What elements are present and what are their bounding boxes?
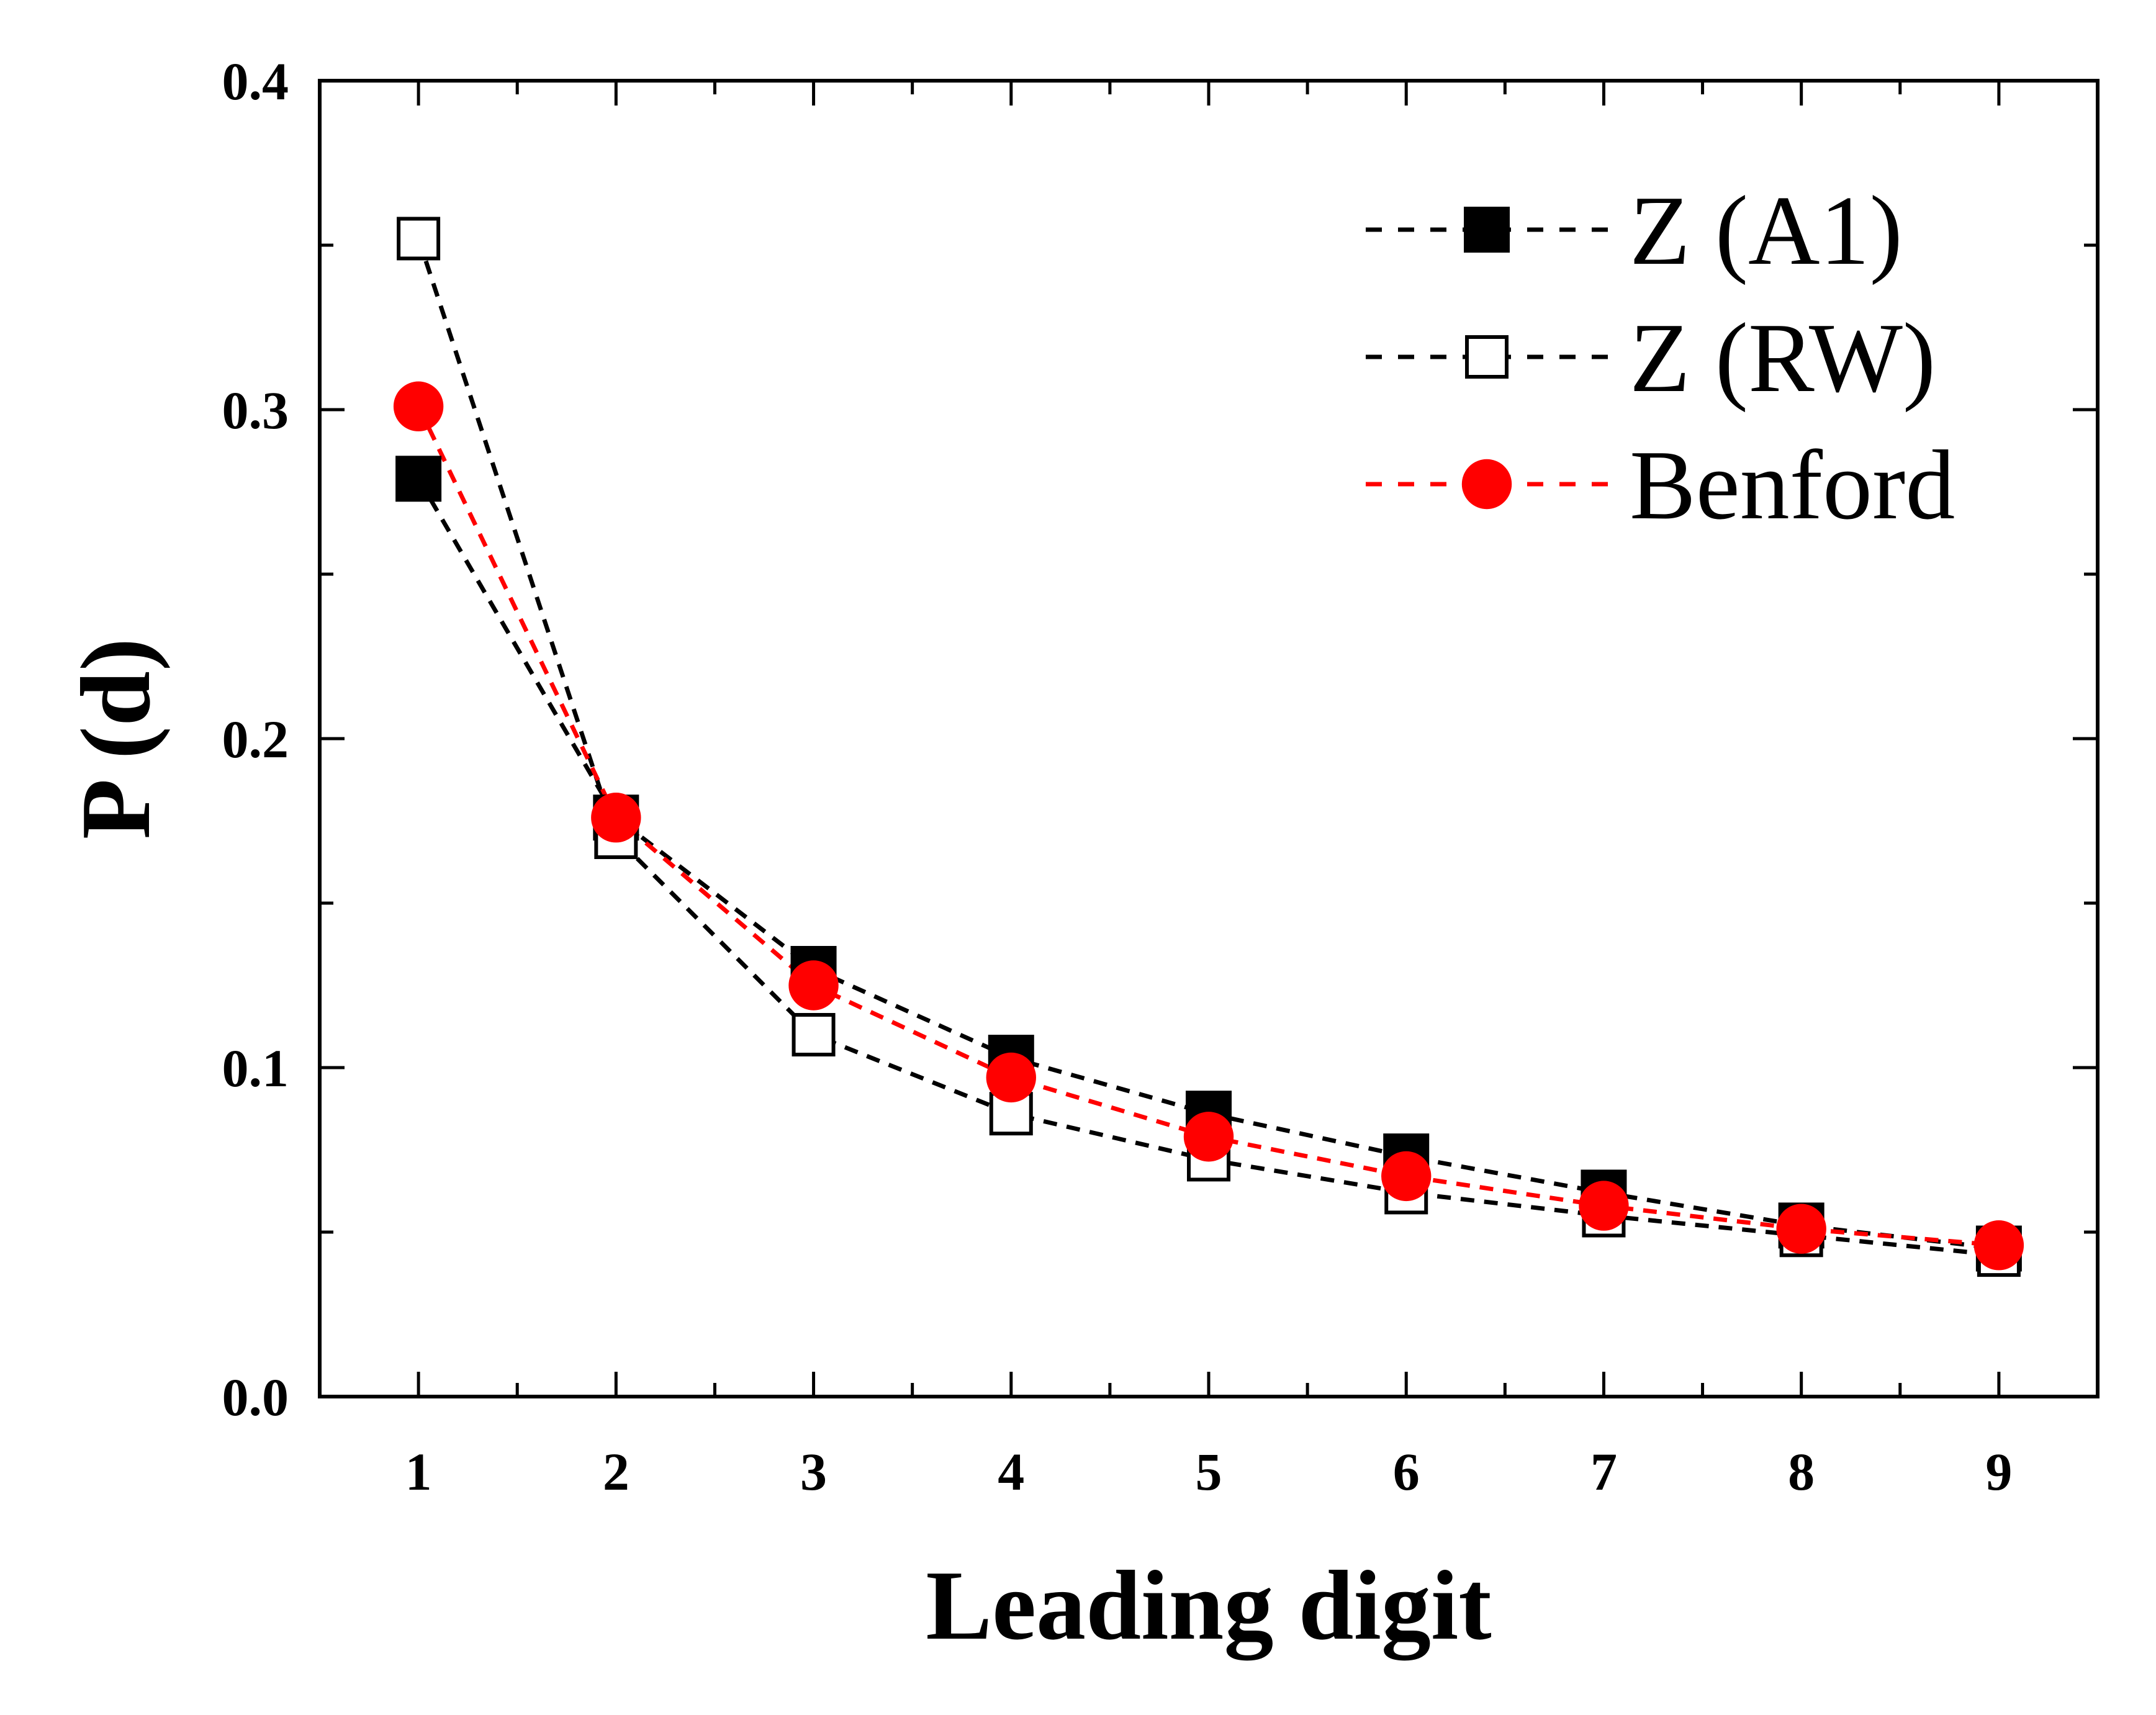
y-tick-label: 0.1 (222, 1038, 289, 1098)
series-2-point (1579, 1181, 1629, 1231)
legend: Z (A1) Z (RW) Benford (1366, 175, 1955, 540)
axis-tick-labels: 1 2 3 4 5 6 7 8 9 0.0 0.1 0.2 0.3 0.4 (222, 52, 2013, 1501)
series-2-point (1183, 1112, 1234, 1162)
x-tick-label: 6 (1393, 1442, 1420, 1501)
axis-ticks (318, 79, 2100, 1398)
series-2-point (1776, 1204, 1826, 1254)
series-2-point (788, 960, 839, 1011)
series-2-point (591, 793, 641, 843)
x-tick-label: 7 (1590, 1442, 1617, 1501)
series-0-point (395, 456, 442, 502)
y-axis-title: P (d) (60, 638, 171, 839)
series-2-point (986, 1052, 1036, 1103)
x-tick-label: 9 (1985, 1442, 2012, 1501)
y-tick-label: 0.2 (222, 709, 289, 769)
series-2-point (1973, 1220, 2024, 1271)
x-tick-label: 1 (405, 1442, 432, 1501)
x-tick-label: 4 (998, 1442, 1024, 1501)
legend-label-2: Benford (1630, 430, 1955, 540)
x-tick-label: 5 (1196, 1442, 1222, 1501)
legend-label-0: Z (A1) (1630, 175, 1903, 286)
series-2-point (1381, 1151, 1432, 1202)
series-markers (393, 217, 2024, 1277)
legend-marker-0 (1464, 207, 1510, 253)
legend-marker-1 (1465, 335, 1509, 379)
legend-label-1: Z (RW) (1630, 302, 1936, 413)
y-tick-label: 0.4 (222, 52, 289, 111)
series-1-point (792, 1013, 836, 1056)
y-tick-label: 0.3 (222, 380, 289, 440)
y-tick-label: 0.0 (222, 1367, 289, 1427)
x-axis-title: Leading digit (926, 1550, 1491, 1661)
x-tick-label: 3 (800, 1442, 827, 1501)
x-tick-label: 2 (603, 1442, 629, 1501)
x-tick-label: 8 (1788, 1442, 1815, 1501)
series-2-point (393, 381, 444, 431)
legend-marker-2 (1461, 459, 1512, 510)
series-1-point (397, 217, 441, 261)
